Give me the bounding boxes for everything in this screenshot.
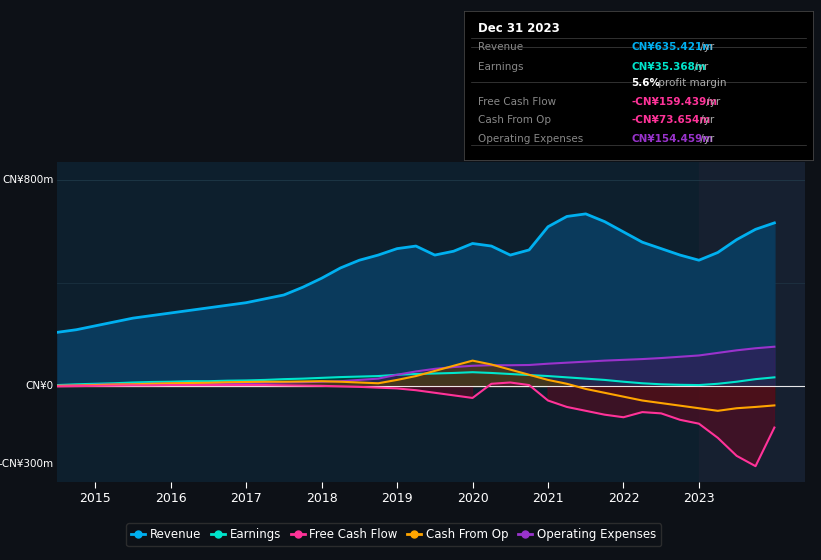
Text: 5.6%: 5.6% xyxy=(631,78,660,88)
Text: CN¥154.459m: CN¥154.459m xyxy=(631,134,713,144)
Text: /yr: /yr xyxy=(703,97,720,108)
Text: CN¥800m: CN¥800m xyxy=(2,175,53,185)
Text: Free Cash Flow: Free Cash Flow xyxy=(478,97,556,108)
Text: /yr: /yr xyxy=(696,134,713,144)
Text: CN¥635.421m: CN¥635.421m xyxy=(631,43,713,53)
Text: Cash From Op: Cash From Op xyxy=(478,115,551,125)
Text: -CN¥159.439m: -CN¥159.439m xyxy=(631,97,718,108)
Text: /yr: /yr xyxy=(696,43,713,53)
Legend: Revenue, Earnings, Free Cash Flow, Cash From Op, Operating Expenses: Revenue, Earnings, Free Cash Flow, Cash … xyxy=(126,524,661,546)
Text: CN¥0: CN¥0 xyxy=(25,381,53,391)
Text: profit margin: profit margin xyxy=(655,78,727,88)
Text: Earnings: Earnings xyxy=(478,62,523,72)
Text: Dec 31 2023: Dec 31 2023 xyxy=(478,22,560,35)
Text: CN¥35.368m: CN¥35.368m xyxy=(631,62,706,72)
Text: -CN¥73.654m: -CN¥73.654m xyxy=(631,115,711,125)
Text: -CN¥300m: -CN¥300m xyxy=(0,459,53,469)
Text: Operating Expenses: Operating Expenses xyxy=(478,134,583,144)
Bar xyxy=(699,162,805,482)
Text: /yr: /yr xyxy=(696,115,713,125)
Text: Revenue: Revenue xyxy=(478,43,523,53)
Text: /yr: /yr xyxy=(690,62,708,72)
